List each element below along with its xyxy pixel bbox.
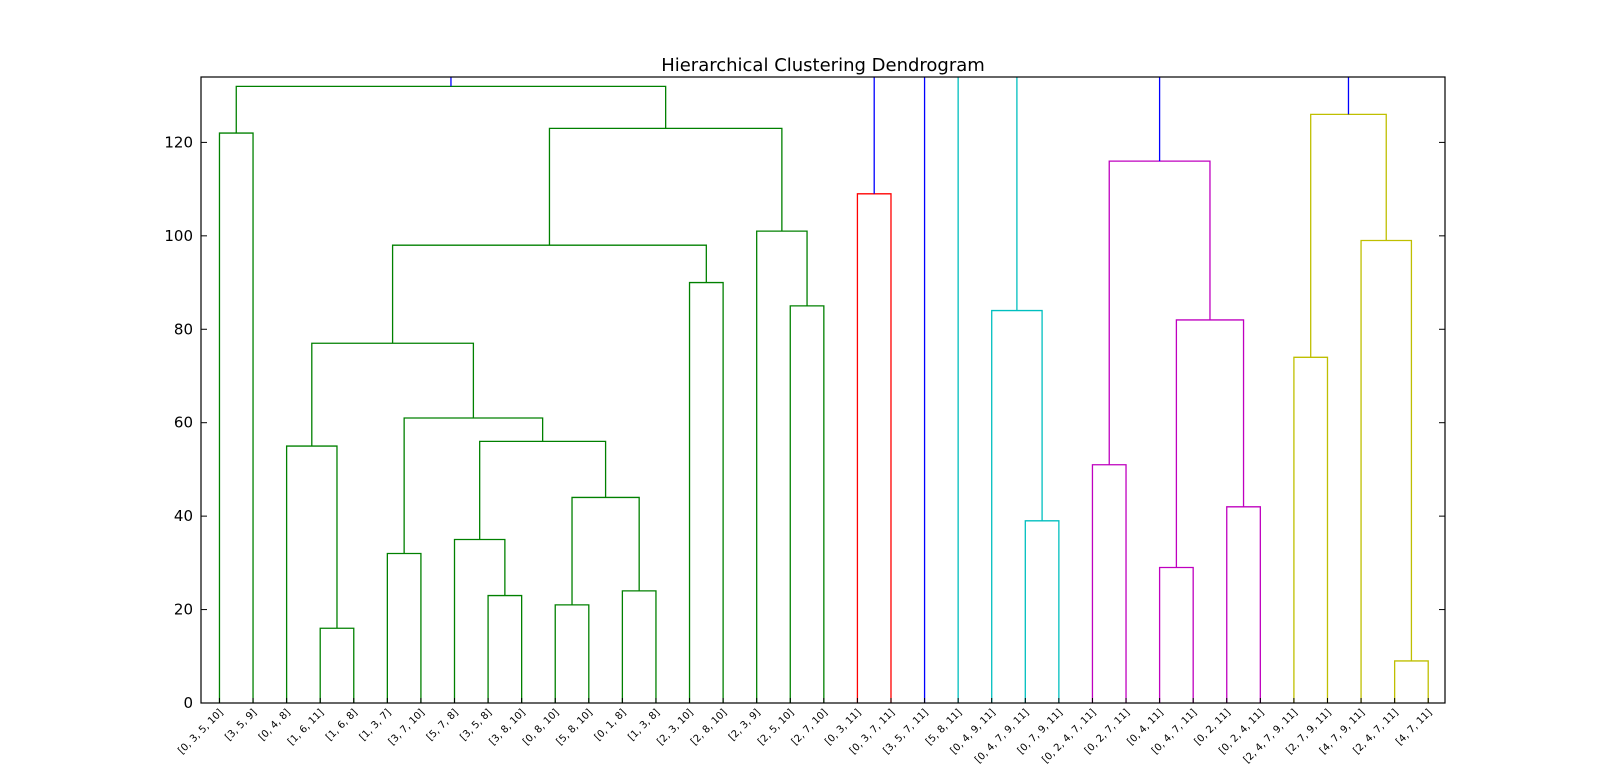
y-tick-label: 0 [183, 694, 193, 712]
dendrogram-link-19 [856, 193, 892, 703]
dendrogram-link-30 [1108, 160, 1211, 465]
dendrogram-link-15 [756, 230, 808, 703]
x-tick-label: [0, 3, 5, 10] [176, 707, 225, 756]
dendrogram-link-9 [479, 440, 607, 540]
dendrogram-link-2 [285, 445, 338, 703]
dendrogram-link-3 [386, 552, 422, 703]
dendrogram-link-16 [548, 127, 783, 246]
dendrogram-link-29 [1175, 319, 1245, 568]
dendrogram-link-7 [621, 590, 657, 703]
y-tick-label: 100 [164, 227, 193, 245]
dendrogram-link-33 [1393, 660, 1429, 703]
dendrogram-link-26 [1091, 464, 1127, 703]
dendrogram-link-32 [1293, 356, 1329, 703]
dendrogram-link-6 [554, 604, 590, 703]
x-tick-label: [3, 7, 10] [387, 707, 427, 747]
dendrogram-link-27 [1158, 566, 1194, 703]
dendrogram-link-35 [1310, 113, 1387, 358]
plot-frame [200, 76, 1446, 704]
dendrogram-link-12 [688, 281, 724, 703]
y-tick-label: 120 [164, 133, 193, 151]
dendrogram-links [218, 77, 1429, 703]
y-tick-label: 20 [174, 601, 193, 619]
x-tick-label: [3, 5, 9] [223, 707, 259, 743]
y-axis: 0 20 40 60 80 100 120 [164, 133, 1445, 712]
dendrogram-link-17 [235, 85, 667, 134]
x-tick-label: [5, 7, 8] [425, 707, 461, 743]
dendrogram-link-5 [453, 538, 506, 703]
x-tick-label: [4, 7, 11] [1394, 707, 1434, 747]
y-tick-label: 60 [174, 414, 193, 432]
x-tick-label: [1, 6, 11] [286, 707, 326, 747]
dendrogram-link-24 [991, 309, 1043, 703]
y-tick-label: 40 [174, 507, 193, 525]
dendrogram-link-10 [403, 417, 544, 554]
x-tick-label: [2, 8, 10] [689, 707, 729, 747]
dendrogram-link-4 [487, 594, 523, 703]
dendrogram-link-13 [391, 244, 707, 344]
dendrogram-link-1 [319, 627, 355, 703]
chart-title: Hierarchical Clustering Dendrogram [661, 55, 985, 76]
dendrogram-link-23 [1024, 520, 1060, 703]
dendrogram-link-28 [1226, 506, 1261, 703]
y-tick-label: 80 [174, 320, 193, 338]
dendrogram-link-8 [571, 496, 640, 605]
x-tick-label: [0, 1, 8] [593, 707, 629, 743]
dendrogram-link-34 [1360, 239, 1413, 703]
dendrogram-link-0 [218, 132, 254, 703]
x-axis: [0, 3, 5, 10][3, 5, 9][0, 4, 8][1, 6, 11… [176, 698, 1434, 766]
x-tick-label: [5, 8, 10] [555, 707, 595, 747]
dendrogram-link-11 [311, 342, 475, 447]
dendrogram-link-14 [789, 305, 825, 703]
x-tick-label: [1, 6, 8] [324, 707, 360, 743]
